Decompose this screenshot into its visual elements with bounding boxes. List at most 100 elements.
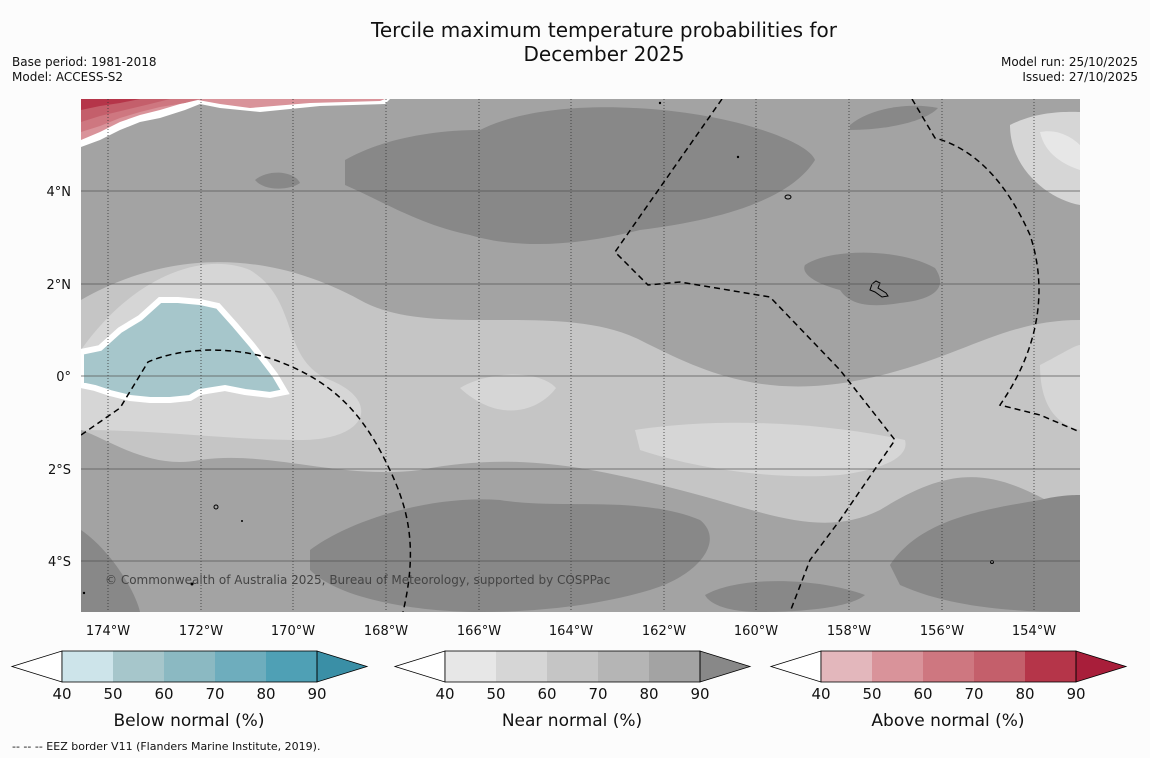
- colorbar-swatch: [62, 651, 113, 682]
- colorbar-tick-label: 50: [862, 685, 881, 703]
- x-tick-label: 160°W: [734, 624, 778, 639]
- x-tick-label: 158°W: [827, 624, 871, 639]
- y-tick-label: 4°N: [47, 185, 72, 200]
- y-axis-labels: 4°N 2°N 0° 2°S 4°S: [47, 185, 72, 570]
- gridlines-parallels: [81, 190, 1080, 562]
- x-tick-label: 174°W: [86, 624, 130, 639]
- colorbar-label-near: Near normal (%): [502, 711, 642, 731]
- colorbar-swatch: [547, 651, 598, 682]
- colorbar-tick-label: 60: [154, 685, 173, 703]
- colorbar-swatch-high-extension: [316, 650, 369, 683]
- colorbar-tick-label: 70: [588, 685, 607, 703]
- x-tick-label: 156°W: [920, 624, 964, 639]
- colorbar-tick-label: 40: [52, 685, 71, 703]
- contour-near-80-southeast-2: [890, 495, 1080, 612]
- colorbar-tick-label: 60: [913, 685, 932, 703]
- colorbar-swatch-low-extension: [769, 650, 822, 683]
- contour-near-80-south: [310, 499, 710, 612]
- colorbar-tick-label: 50: [486, 685, 505, 703]
- contour-near-80-nw: [255, 172, 300, 189]
- y-tick-label: 2°S: [48, 463, 71, 478]
- island-dot: [82, 591, 86, 595]
- colorbar-frame: [820, 650, 1077, 683]
- y-tick-label: 0°: [56, 370, 71, 385]
- colorbar-swatch: [266, 651, 317, 682]
- colorbar-swatch: [649, 651, 700, 682]
- eez-footnote: -- -- -- EEZ border V11 (Flanders Marine…: [12, 740, 321, 753]
- x-tick-label: 168°W: [364, 624, 408, 639]
- y-tick-label: 2°N: [47, 278, 72, 293]
- colorbar-swatch-low-extension: [393, 650, 446, 683]
- model-run: Model run: 25/10/2025: [1000, 55, 1138, 69]
- x-tick-label: 154°W: [1012, 624, 1056, 639]
- x-axis-labels: 174°W 172°W 170°W 168°W 166°W 164°W 162°…: [86, 624, 1056, 639]
- base-period: Base period: 1981-2018: [12, 55, 157, 69]
- contour-above-50: [81, 99, 385, 140]
- title-line-1: Tercile maximum temperature probabilitie…: [371, 18, 837, 42]
- x-tick-label: 162°W: [642, 624, 686, 639]
- colorbar-tick-label: 50: [103, 685, 122, 703]
- contour-near-80-ne: [850, 105, 938, 130]
- x-tick-label: 166°W: [457, 624, 501, 639]
- colorbar-swatch: [496, 651, 547, 682]
- island-dot: [736, 155, 740, 159]
- island-outline: [869, 280, 889, 298]
- colorbar-swatch-high-extension: [699, 650, 752, 683]
- eez-border-west: [81, 349, 412, 612]
- eez-borders: [81, 99, 1080, 612]
- map-plot-area: © Commonwealth of Australia 2025, Bureau…: [81, 99, 1080, 612]
- eez-border-east: [911, 99, 1080, 433]
- colorbar-label-above: Above normal (%): [871, 711, 1024, 731]
- colorbar-swatch-high-extension: [1075, 650, 1128, 683]
- colorbar-tick-label: 90: [307, 685, 326, 703]
- x-tick-label: 172°W: [179, 624, 223, 639]
- colorbar-swatch-low-extension: [10, 650, 63, 683]
- map-title: Tercile maximum temperature probabilitie…: [330, 18, 878, 66]
- contour-near-80-island: [804, 252, 941, 306]
- colorbar-label-below: Below normal (%): [114, 711, 265, 731]
- island-dot: [241, 520, 243, 522]
- colorbar-swatch: [164, 651, 215, 682]
- colorbar-swatch: [598, 651, 649, 682]
- colorbar-tick-label: 60: [537, 685, 556, 703]
- colorbar-swatch: [445, 651, 496, 682]
- colorbar-tick-label: 80: [639, 685, 658, 703]
- colorbar-tick-label: 90: [1066, 685, 1085, 703]
- contour-near-80-sw: [81, 530, 140, 612]
- contour-near-80-north: [345, 107, 815, 245]
- colorbar-swatch: [974, 651, 1025, 682]
- contour-near-80-southeast: [705, 581, 865, 612]
- eez-border-central: [614, 99, 896, 612]
- issued-date: Issued: 27/10/2025: [1022, 70, 1138, 84]
- model-name: Model: ACCESS-S2: [12, 70, 124, 84]
- colorbar-frame: [61, 650, 318, 683]
- contour-above-normal: [81, 99, 390, 147]
- x-tick-label: 164°W: [549, 624, 593, 639]
- island-dot: [658, 101, 662, 105]
- title-line-2: December 2025: [523, 42, 685, 66]
- contour-near-50-east: [635, 422, 906, 477]
- contour-near-50-center: [460, 374, 556, 411]
- colorbar-tick-label: 80: [1015, 685, 1034, 703]
- colorbar-swatch: [923, 651, 974, 682]
- x-tick-label: 170°W: [271, 624, 315, 639]
- colorbar-tick-label: 90: [690, 685, 709, 703]
- colorbar-near-normal: 40 50 60 70 80 90 Near normal (%): [393, 650, 752, 731]
- colorbar-tick-label: 70: [964, 685, 983, 703]
- colorbar-tick-label: 40: [811, 685, 830, 703]
- contour-near-40-ne: [1040, 131, 1080, 170]
- colorbar-tick-label: 80: [256, 685, 275, 703]
- colorbar-above-normal: 40 50 60 70 80 90 Above normal (%): [769, 650, 1128, 731]
- copyright-text: © Commonwealth of Australia 2025, Bureau…: [105, 573, 610, 587]
- meta-left: Base period: 1981-2018 Model: ACCESS-S2: [12, 55, 157, 85]
- contour-below-normal: [81, 297, 290, 403]
- island-dot: [213, 504, 219, 510]
- colorbar-tick-label: 40: [435, 685, 454, 703]
- contour-above-80: [81, 99, 140, 110]
- meta-right: Model run: 25/10/2025 Issued: 27/10/2025: [1001, 55, 1138, 85]
- island-dot: [990, 560, 994, 564]
- contour-near-50-se: [1040, 345, 1080, 430]
- island-dot: [190, 582, 194, 586]
- colorbar-swatch: [215, 651, 266, 682]
